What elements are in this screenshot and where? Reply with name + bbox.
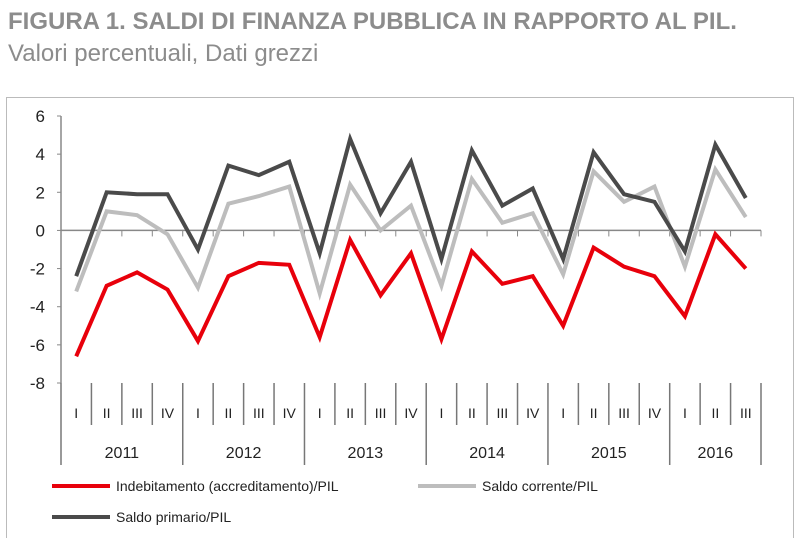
y-tick-label: -8 <box>30 374 45 393</box>
legend-swatch-1 <box>418 484 476 488</box>
year-label: 2015 <box>591 445 627 462</box>
quarter-label: III <box>375 405 387 421</box>
quarter-label: IV <box>526 405 540 421</box>
year-label: 2013 <box>348 445 384 462</box>
legend-label-0: Indebitamento (accreditamento)/PIL <box>116 478 339 494</box>
legend-item-2: Saldo primario/PIL <box>52 509 231 525</box>
quarter-label: II <box>103 405 111 421</box>
quarter-label: I <box>74 405 78 421</box>
quarter-label: IV <box>283 405 297 421</box>
year-label: 2012 <box>226 445 262 462</box>
quarter-label: I <box>683 405 687 421</box>
legend-swatch-2 <box>52 515 110 519</box>
quarter-label: I <box>561 405 565 421</box>
quarter-label: III <box>618 405 630 421</box>
y-tick-label: 0 <box>36 221 45 240</box>
y-tick-label: 2 <box>36 183 45 202</box>
legend-swatch-0 <box>52 484 110 488</box>
quarter-label: I <box>439 405 443 421</box>
quarter-label: I <box>318 405 322 421</box>
y-tick-label: 6 <box>36 107 45 126</box>
quarter-label: II <box>225 405 233 421</box>
quarter-label: IV <box>161 405 175 421</box>
year-label: 2011 <box>105 445 140 462</box>
y-tick-label: -6 <box>30 336 45 355</box>
y-tick-label: -4 <box>30 298 45 317</box>
year-label: 2016 <box>698 445 734 462</box>
y-tick-label: 4 <box>36 145 45 164</box>
legend-item-0: Indebitamento (accreditamento)/PIL <box>52 478 339 494</box>
quarter-label: II <box>711 405 719 421</box>
quarter-label: II <box>468 405 476 421</box>
year-label: 2014 <box>469 445 505 462</box>
quarter-label: III <box>496 405 508 421</box>
quarter-label: I <box>196 405 200 421</box>
quarter-label: III <box>740 405 752 421</box>
legend-label-1: Saldo corrente/PIL <box>482 478 598 494</box>
quarter-label: III <box>253 405 265 421</box>
quarter-label: IV <box>404 405 418 421</box>
y-tick-label: -2 <box>30 260 45 279</box>
quarter-label: IV <box>648 405 662 421</box>
quarter-label: III <box>131 405 143 421</box>
legend-item-1: Saldo corrente/PIL <box>418 478 598 494</box>
quarter-label: II <box>590 405 598 421</box>
quarter-label: II <box>346 405 354 421</box>
legend-label-2: Saldo primario/PIL <box>116 509 231 525</box>
